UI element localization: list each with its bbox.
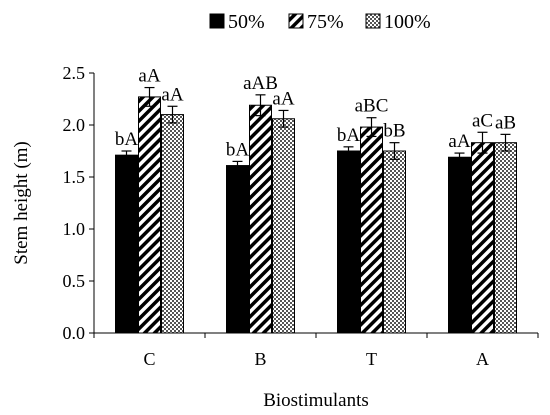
legend-label: 75% <box>307 11 344 33</box>
bar <box>249 104 272 334</box>
significance-label: aA <box>138 66 160 87</box>
x-tick-label: C <box>143 349 155 369</box>
bar <box>360 126 383 334</box>
bar <box>115 154 138 334</box>
legend-swatch <box>288 13 304 29</box>
significance-label: bA <box>115 129 139 150</box>
bar <box>272 118 295 334</box>
significance-label: bB <box>383 121 405 142</box>
significance-label: aA <box>448 131 470 152</box>
legend-swatch <box>209 13 225 29</box>
y-axis: 0.0 0.5 1.0 1.5 2.0 2.5 <box>63 63 95 343</box>
significance-label: bA <box>226 139 250 160</box>
x-axis-title: Biostimulants <box>263 390 369 411</box>
legend-swatch <box>365 13 381 29</box>
bar <box>161 114 184 334</box>
significance-label: aAB <box>243 73 278 94</box>
significance-label: aB <box>495 112 516 133</box>
x-tick-label: T <box>366 349 377 369</box>
bar <box>448 156 471 334</box>
bar <box>383 150 406 334</box>
x-tick-label: B <box>254 349 266 369</box>
y-axis-title: Stem height (m) <box>11 141 32 264</box>
bar <box>337 150 360 334</box>
significance-label: aA <box>272 88 294 109</box>
y-tick-label: 0.0 <box>63 323 86 343</box>
bar <box>471 142 494 334</box>
significance-label: aA <box>161 84 183 105</box>
legend-label: 100% <box>384 11 431 33</box>
significance-label: aC <box>472 110 493 131</box>
y-tick-label: 2.0 <box>63 115 86 135</box>
y-tick-label: 1.0 <box>63 219 86 239</box>
y-tick-label: 2.5 <box>63 63 86 83</box>
bar <box>226 165 249 334</box>
significance-label: bA <box>337 125 361 146</box>
legend: 50% 75% 100% <box>209 11 431 33</box>
bar <box>494 142 517 334</box>
bar <box>138 96 161 334</box>
y-tick-label: 1.5 <box>63 167 86 187</box>
y-tick-label: 0.5 <box>63 271 86 291</box>
legend-label: 50% <box>228 11 265 33</box>
x-tick-label: A <box>476 349 489 369</box>
significance-label: aBC <box>355 96 389 117</box>
